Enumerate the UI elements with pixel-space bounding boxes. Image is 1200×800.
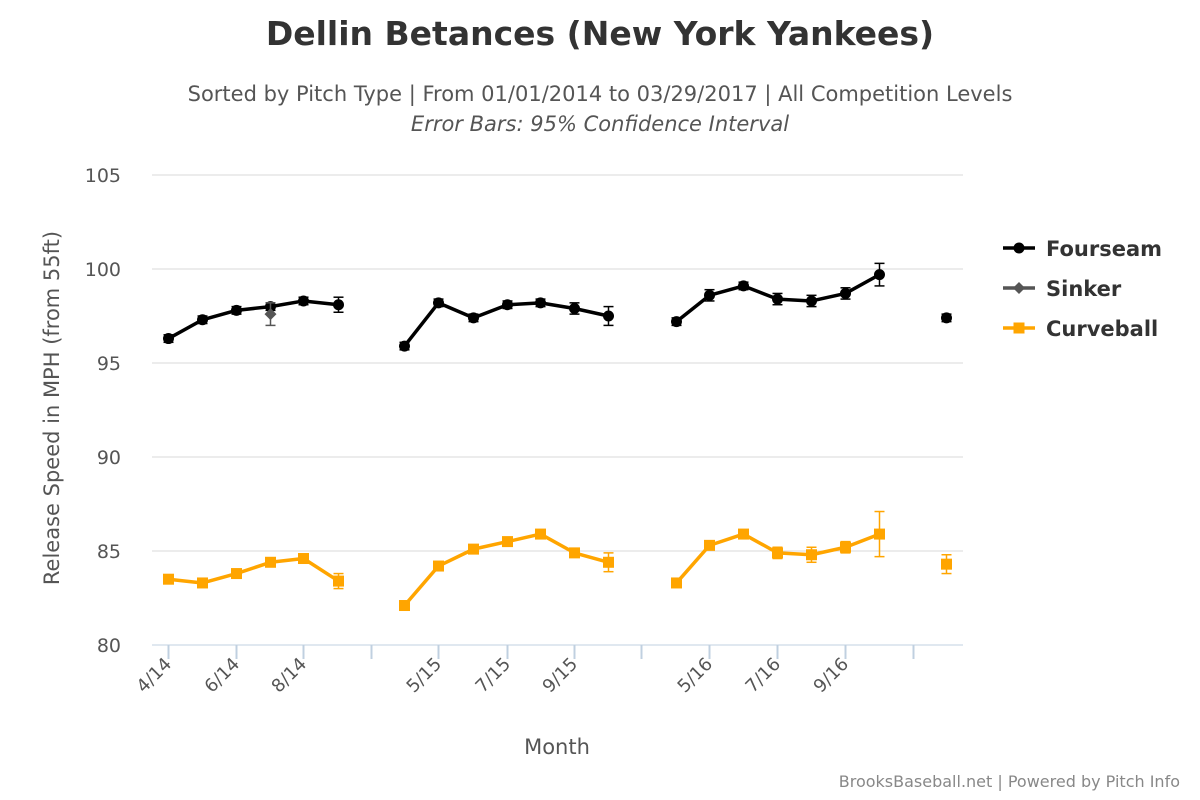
credits[interactable]: BrooksBaseball.net | Powered by Pitch In… xyxy=(838,772,1180,791)
series-line xyxy=(168,556,340,585)
data-point xyxy=(941,312,952,324)
chart-subtitle: Sorted by Pitch Type | From 01/01/2014 t… xyxy=(187,82,1013,106)
data-point xyxy=(502,299,513,311)
y-tick-label: 90 xyxy=(97,447,121,469)
data-point xyxy=(163,333,174,345)
y-tick-label: 95 xyxy=(97,353,121,375)
data-point xyxy=(772,547,783,559)
y-tick-label: 100 xyxy=(85,259,121,281)
y-axis: 80 85 90 95 100 105 xyxy=(85,165,121,657)
legend-item-fourseam[interactable]: Fourseam xyxy=(1003,237,1162,261)
data-point xyxy=(671,577,682,589)
data-point xyxy=(468,543,479,555)
chart-title: Dellin Betances (New York Yankees) xyxy=(265,14,935,53)
data-point xyxy=(163,573,174,585)
y-axis-title: Release Speed in MPH (from 55ft) xyxy=(40,231,64,585)
x-axis: 4/14 6/14 8/14 5/15 7/15 9/15 5/16 7/16 9/16 xyxy=(133,645,915,697)
data-point xyxy=(231,304,242,316)
legend-label: Sinker xyxy=(1046,277,1122,301)
data-point xyxy=(738,528,749,540)
series-line xyxy=(167,299,339,341)
data-point xyxy=(874,528,885,540)
data-point xyxy=(231,568,242,580)
legend: Fourseam Sinker Curveball xyxy=(1003,237,1162,341)
grid-lines xyxy=(152,174,963,646)
chart-error-bar-note: Error Bars: 95% Confidence Interval xyxy=(410,112,790,136)
series-sinker xyxy=(264,302,277,327)
data-point xyxy=(535,297,546,309)
x-tick-label: 5/16 xyxy=(674,654,717,697)
data-point xyxy=(603,556,614,568)
data-point xyxy=(264,308,277,321)
data-point xyxy=(941,558,952,570)
data-point xyxy=(433,560,444,572)
x-tick-label: 5/15 xyxy=(403,654,446,697)
data-point xyxy=(772,293,783,305)
data-point xyxy=(399,340,410,352)
legend-label: Curveball xyxy=(1046,317,1158,341)
x-tick-label: 7/16 xyxy=(742,654,785,697)
data-point xyxy=(333,575,344,587)
data-point xyxy=(1013,242,1025,254)
data-point xyxy=(535,528,546,540)
data-point xyxy=(197,577,208,589)
data-point xyxy=(569,547,580,559)
x-tick-label: 4/14 xyxy=(133,654,176,697)
legend-item-sinker[interactable]: Sinker xyxy=(1003,277,1122,301)
legend-item-curveball[interactable]: Curveball xyxy=(1003,317,1158,341)
data-point xyxy=(569,302,580,314)
legend-label: Fourseam xyxy=(1046,237,1162,261)
data-point xyxy=(502,536,513,548)
data-point xyxy=(468,312,479,324)
data-point xyxy=(840,287,851,299)
data-point xyxy=(874,269,885,281)
x-tick-label: 6/14 xyxy=(201,654,244,697)
data-point xyxy=(603,310,614,322)
x-tick-label: 9/15 xyxy=(539,654,582,697)
data-point xyxy=(704,289,715,301)
y-tick-label: 105 xyxy=(85,165,121,187)
series-curveball xyxy=(163,510,952,612)
data-point xyxy=(1013,322,1025,334)
data-point xyxy=(738,280,749,292)
data-point xyxy=(333,299,344,311)
x-tick-label: 8/14 xyxy=(268,654,311,697)
x-tick-label: 7/15 xyxy=(472,654,515,697)
data-point xyxy=(1013,282,1025,294)
data-point xyxy=(433,297,444,309)
data-point xyxy=(265,556,276,568)
data-point xyxy=(298,295,309,307)
y-tick-label: 80 xyxy=(97,635,121,657)
x-tick-label: 9/16 xyxy=(810,654,853,697)
data-point xyxy=(704,539,715,551)
data-point xyxy=(298,553,309,565)
data-point xyxy=(806,549,817,561)
data-point xyxy=(197,314,208,326)
data-point xyxy=(840,541,851,553)
data-point xyxy=(399,600,410,612)
series-layer xyxy=(163,262,952,612)
data-point xyxy=(806,295,817,307)
y-tick-label: 85 xyxy=(97,541,121,563)
series-fourseam xyxy=(163,262,952,352)
data-point xyxy=(671,316,682,328)
x-axis-title: Month xyxy=(524,735,590,759)
